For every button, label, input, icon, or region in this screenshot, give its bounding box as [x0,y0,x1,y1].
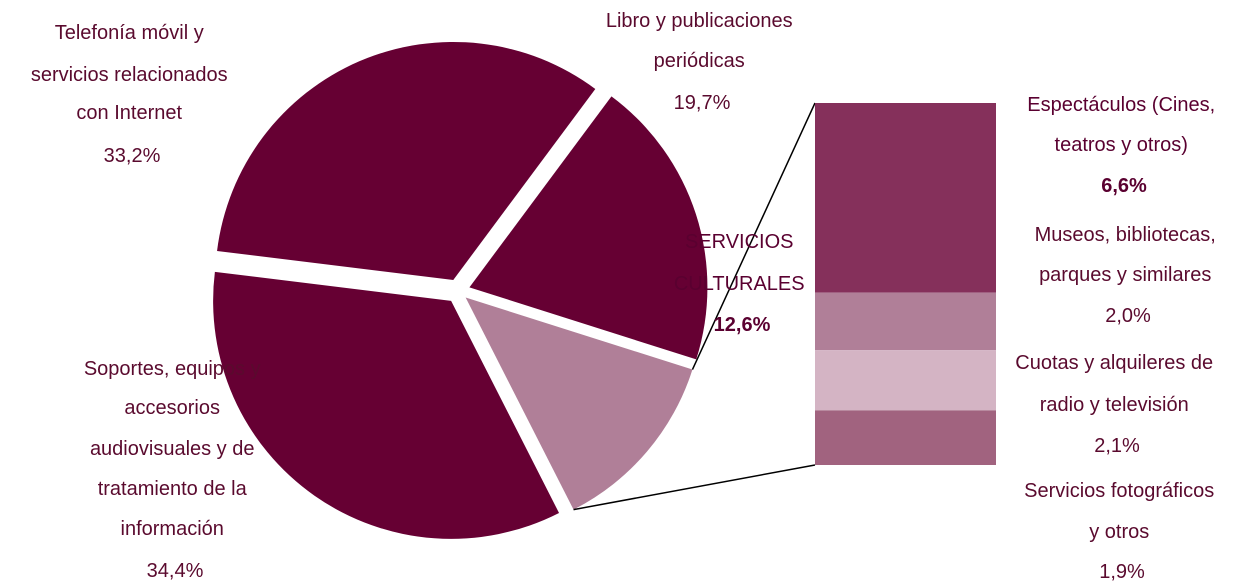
segment-value-museos: 2,0% [1105,305,1151,327]
breakdown-bar [815,103,996,465]
bar-segment-espectaculos [815,103,996,293]
segment-label-espectaculos-line-1: Espectáculos (Cines, [1027,94,1215,116]
bar-segment-fotograficos [815,410,996,465]
slice-label-libro: Libro y publicaciones periódicas 19,7% [606,10,798,114]
segment-label-cuotas-line-2: radio y televisión [1040,394,1189,416]
pie-slice-telefonia [217,41,596,280]
pie-slice-servicios [465,297,693,510]
slice-label-telefonia-line-3: con Internet [76,102,182,124]
segment-value-cuotas: 2,1% [1094,435,1140,457]
segment-label-espectaculos-line-2: teatros y otros) [1055,134,1188,156]
slice-value-telefonia: 33,2% [104,145,161,167]
slice-label-telefonia-line-1: Telefonía móvil y [55,22,204,44]
slice-label-servicios-line-2: CULTURALES [674,273,805,295]
segment-label-museos-line-2: parques y similares [1039,264,1211,286]
slice-value-soportes: 34,4% [147,560,204,582]
connector-top [691,102,816,370]
connector-bottom [573,464,816,511]
segment-label-fotograficos-line-1: Servicios fotográficos [1024,480,1214,502]
segment-label-espectaculos: Espectáculos (Cines, teatros y otros) 6,… [1027,94,1220,197]
slice-label-soportes-line-5: información [121,518,224,540]
slice-label-soportes-line-4: tratamiento de la [98,478,248,500]
slice-label-telefonia-line-2: servicios relacionados [31,64,228,86]
connector-lines [573,102,816,511]
slice-label-libro-line-2: periódicas [654,50,745,72]
segment-label-fotograficos: Servicios fotográficos y otros 1,9% [1024,480,1220,582]
pie-slice-soportes [213,271,560,539]
slice-label-soportes-line-3: audiovisuales y de [90,438,255,460]
slice-label-libro-line-1: Libro y publicaciones [606,10,793,32]
slice-value-libro: 19,7% [674,92,731,114]
segment-value-espectaculos: 6,6% [1101,175,1147,197]
segment-label-cuotas-line-1: Cuotas y alquileres de [1015,352,1213,374]
pie-slices [213,41,708,539]
segment-label-fotograficos-line-2: y otros [1089,521,1149,543]
slice-label-soportes-line-1: Soportes, equipos y [84,358,261,380]
bar-segment-museos [815,292,996,351]
segment-value-fotograficos: 1,9% [1099,561,1145,582]
pie-slice-libro [469,96,708,360]
slice-label-telefonia: Telefonía móvil y servicios relacionados… [31,22,233,167]
slice-value-servicios: 12,6% [714,314,771,336]
slice-label-soportes-line-2: accesorios [124,397,220,419]
segment-label-cuotas: Cuotas y alquileres de radio y televisió… [1015,352,1218,457]
segment-label-museos: Museos, bibliotecas, parques y similares… [1035,224,1222,327]
slice-label-servicios-line-1: SERVICIOS [685,231,794,253]
bar-segment-cuotas [815,350,996,411]
segment-label-museos-line-1: Museos, bibliotecas, [1035,224,1216,246]
slice-label-servicios: SERVICIOS CULTURALES 12,6% [674,231,810,336]
slice-label-soportes: Soportes, equipos y accesorios audiovisu… [84,358,266,582]
